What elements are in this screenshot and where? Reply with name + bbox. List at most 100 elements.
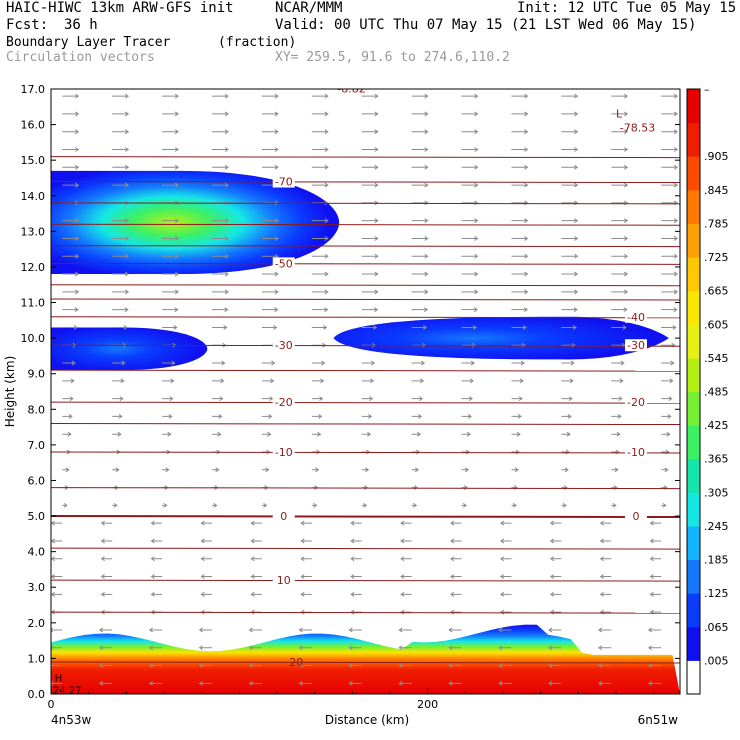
colorbar-segment bbox=[687, 525, 700, 561]
colorbar-segment bbox=[687, 626, 700, 661]
contour-label: -50 bbox=[275, 257, 293, 270]
contour-line bbox=[51, 223, 680, 226]
contour-line bbox=[51, 579, 680, 582]
y-tick-label: 9.0 bbox=[28, 368, 46, 381]
low-value: -78.53 bbox=[620, 122, 655, 135]
circulation-vectors bbox=[51, 93, 679, 686]
contour-line bbox=[51, 401, 680, 404]
contour-line bbox=[51, 661, 680, 664]
temperature-contours: -70 -50 -40 -30 -30 -20 -20 -10 -10 0 0 10 20 bbox=[51, 156, 680, 669]
contour-line bbox=[51, 245, 680, 248]
colorbar-segment bbox=[687, 189, 700, 224]
colorbar-segment bbox=[687, 660, 700, 695]
contour-label: -40 bbox=[627, 311, 645, 324]
colorbar-label: .245 bbox=[704, 520, 729, 533]
contour-label: -10 bbox=[275, 446, 293, 459]
contour-line bbox=[51, 611, 680, 614]
colorbar-segment bbox=[687, 391, 700, 426]
contour-line bbox=[51, 202, 680, 205]
contour-line bbox=[51, 369, 680, 372]
colorbar-segment bbox=[687, 458, 700, 493]
colorbar-segment bbox=[687, 156, 700, 191]
y-tick-label: 14.0 bbox=[21, 190, 46, 203]
colorbar-segment bbox=[687, 492, 700, 527]
y-axis-label: Height (km) bbox=[3, 356, 17, 427]
colorbar-frame bbox=[686, 88, 701, 695]
plot-frame bbox=[50, 88, 681, 695]
field-units: (fraction) bbox=[218, 35, 297, 50]
colorbar-label: .485 bbox=[704, 386, 729, 399]
colorbar-segment bbox=[687, 290, 700, 325]
init-time: Init: 12 UTC Tue 05 May 15 bbox=[517, 0, 737, 16]
contour-line bbox=[51, 298, 680, 301]
org-label: NCAR/MMM bbox=[275, 0, 343, 16]
colorbar-segment bbox=[687, 357, 700, 392]
colorbar-segment bbox=[687, 593, 700, 628]
contour-line bbox=[51, 547, 680, 550]
y-tick-label: 17.0 bbox=[21, 83, 46, 96]
contour-line bbox=[51, 487, 680, 490]
y-tick-label: 4.0 bbox=[28, 546, 46, 559]
colorbar-label: .065 bbox=[704, 621, 729, 634]
colorbar-label: .665 bbox=[704, 285, 729, 298]
colorbar-segment bbox=[687, 559, 700, 594]
high-value: 24.27 bbox=[53, 685, 82, 696]
xy-label: XY= 259.5, 91.6 to 274.6,110.2 bbox=[275, 50, 510, 65]
model-title: HAIC-HIWC 13km ARW-GFS init bbox=[6, 0, 234, 16]
y-tick-label: 12.0 bbox=[21, 261, 46, 274]
colorbar-label: .725 bbox=[704, 251, 729, 264]
y-tick-label: 3.0 bbox=[28, 581, 46, 594]
low-label: L bbox=[616, 107, 623, 120]
y-tick-label: 0.0 bbox=[28, 688, 46, 701]
x-tick-label: 0 bbox=[48, 698, 55, 711]
y-tick-label: 1.0 bbox=[28, 652, 46, 665]
colorbar-label: .905 bbox=[704, 150, 729, 163]
tracer-upper-plume bbox=[51, 170, 340, 275]
y-tick-label: 5.0 bbox=[28, 510, 46, 523]
tracer-right-layer bbox=[333, 316, 669, 360]
colorbar-label: .785 bbox=[704, 217, 729, 230]
valid-time: Valid: 00 UTC Thu 07 May 15 (21 LST Wed … bbox=[275, 17, 697, 33]
colorbar-segment bbox=[687, 122, 700, 157]
y-tick-label: 2.0 bbox=[28, 617, 46, 630]
contour-label: 10 bbox=[277, 574, 291, 587]
y-tick-label: 11.0 bbox=[21, 297, 46, 310]
colorbar-segment bbox=[687, 257, 700, 292]
y-tick-label: 15.0 bbox=[21, 154, 46, 167]
high-label: H bbox=[55, 674, 63, 685]
x-tick-label: 200 bbox=[417, 698, 438, 711]
tracer-boundary-layer bbox=[51, 624, 680, 694]
contour-label: -20 bbox=[627, 396, 645, 409]
contour-label: -30 bbox=[275, 339, 293, 352]
colorbar-label: .605 bbox=[704, 318, 729, 331]
colorbar-label: .125 bbox=[704, 587, 729, 600]
y-tick-label: 16.0 bbox=[21, 119, 46, 132]
colorbar-label: .545 bbox=[704, 352, 729, 365]
x-axis-label: Distance (km) bbox=[325, 713, 409, 727]
contour-label: -20 bbox=[275, 396, 293, 409]
top-contour-fragment: -8.82 bbox=[337, 83, 365, 96]
contour-line bbox=[51, 262, 680, 265]
colorbar-segment bbox=[687, 89, 700, 124]
contour-line bbox=[51, 181, 680, 184]
y-tick-label: 10.0 bbox=[21, 332, 46, 345]
contour-label: -30 bbox=[627, 339, 645, 352]
colorbar-label: .305 bbox=[704, 486, 729, 499]
fcst-label: Fcst: bbox=[6, 17, 49, 33]
x-endpoint-right: 6n51w bbox=[638, 713, 679, 727]
fcst-value: 36 h bbox=[64, 17, 98, 33]
colorbar-segment bbox=[687, 223, 700, 258]
contour-label: -70 bbox=[275, 176, 293, 189]
colorbar-label: .005 bbox=[704, 654, 729, 667]
colorbar-label: .425 bbox=[704, 419, 729, 432]
plot-area: -70 -50 -40 -30 -30 -20 -20 -10 -10 0 0 10 20 L -78.53… bbox=[51, 83, 680, 696]
tracer-left-layer bbox=[51, 327, 208, 371]
contour-label: 0 bbox=[280, 510, 287, 523]
x-endpoint-left: 4n53w bbox=[51, 713, 92, 727]
y-tick-label: 6.0 bbox=[28, 474, 46, 487]
contour-line bbox=[51, 316, 680, 319]
contour-line bbox=[51, 515, 680, 519]
vector-label: Circulation vectors bbox=[6, 50, 155, 65]
